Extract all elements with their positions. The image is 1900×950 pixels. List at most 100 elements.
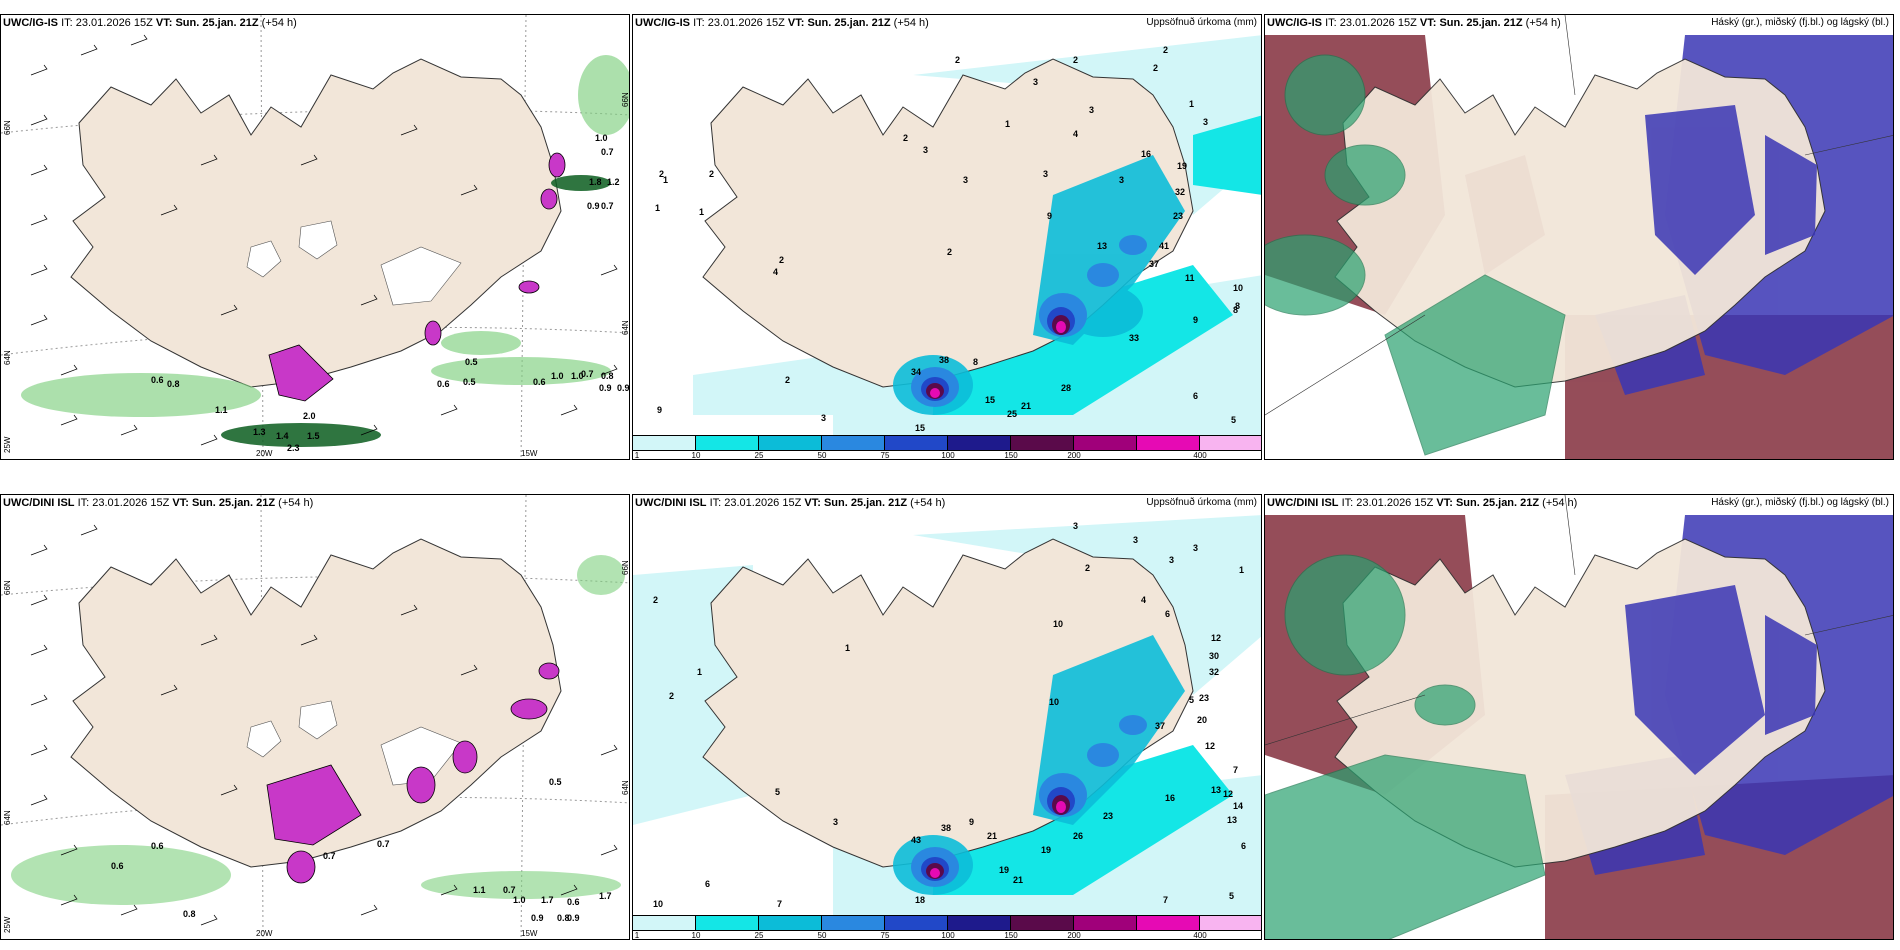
precip-value: 21 bbox=[1013, 875, 1024, 885]
cloud-map bbox=[1265, 495, 1893, 939]
colorbar-swatch bbox=[1137, 916, 1200, 930]
precip-value: 9 bbox=[657, 405, 663, 415]
wind-value: 1.7 bbox=[599, 891, 612, 901]
lon-label: 20W bbox=[256, 929, 273, 938]
wind-value: 2.0 bbox=[303, 411, 316, 421]
wind-value: 1.0 bbox=[595, 133, 608, 143]
precip-value: 18 bbox=[915, 895, 926, 905]
colorbar-swatch bbox=[1011, 916, 1074, 930]
precip-value: 30 bbox=[1209, 651, 1220, 661]
wind-value: 0.6 bbox=[111, 861, 124, 871]
wind-value: 1.2 bbox=[607, 177, 620, 187]
colorbar-swatch bbox=[633, 436, 696, 450]
precip-value: 2 bbox=[955, 55, 961, 65]
wind-value: 2.3 bbox=[287, 443, 300, 453]
wind-value: 1.1 bbox=[215, 405, 228, 415]
wind-value: 1.0 bbox=[513, 895, 526, 905]
precip-value: 3 bbox=[821, 413, 827, 423]
precip-panel-row1: UWC/IG-IS IT: 23.01.2026 15Z VT: Sun. 25… bbox=[632, 14, 1262, 460]
panel-title: UWC/IG-IS IT: 23.01.2026 15Z VT: Sun. 25… bbox=[635, 17, 929, 29]
precip-value: 13 bbox=[1097, 241, 1108, 251]
wind-value: 1.8 bbox=[589, 177, 602, 187]
wind-value: 1.0 bbox=[571, 371, 584, 381]
wind-value: 0.7 bbox=[503, 885, 516, 895]
wind-value: 0.6 bbox=[533, 377, 546, 387]
lat-label: 66N bbox=[3, 580, 12, 595]
lat-label: 66N bbox=[621, 92, 630, 107]
colorbar-swatch bbox=[1011, 436, 1074, 450]
lon-label: 15W bbox=[521, 449, 538, 458]
precip-value: 3 bbox=[1073, 521, 1079, 531]
lon-label: 25W bbox=[3, 436, 12, 453]
precip-value: 9 bbox=[1047, 211, 1053, 221]
wind-value: 0.9 bbox=[599, 383, 612, 393]
precip-value: 9 bbox=[969, 817, 975, 827]
colorbar-tick: 200 bbox=[1067, 931, 1081, 940]
precip-value: 37 bbox=[1149, 259, 1160, 269]
precip-value: 5 bbox=[1189, 695, 1195, 705]
lat-label: 66N bbox=[621, 560, 630, 575]
precip-value: 12 bbox=[1211, 633, 1222, 643]
colorbar-tick: 10 bbox=[691, 451, 701, 460]
lat-label: 66N bbox=[3, 120, 12, 135]
precip-value: 12 bbox=[1205, 741, 1216, 751]
precip-value: 43 bbox=[911, 835, 922, 845]
wind-map bbox=[1, 15, 629, 459]
precip-panel-row2: UWC/DINI ISL IT: 23.01.2026 15Z VT: Sun.… bbox=[632, 494, 1262, 940]
wind-value: 0.5 bbox=[463, 377, 476, 387]
wind-value: 0.6 bbox=[567, 897, 580, 907]
precip-value: 2 bbox=[1085, 563, 1091, 573]
precip-colorbar: 1 10 25 50 75 100 150 200 400 bbox=[633, 915, 1261, 940]
lon-label: 25W bbox=[3, 916, 12, 933]
colorbar-swatch bbox=[696, 436, 759, 450]
precip-value: 8 bbox=[1233, 305, 1239, 315]
precip-value: 8 bbox=[1235, 301, 1241, 311]
colorbar-tick: 100 bbox=[941, 451, 955, 460]
wind-panel-row2: UWC/DINI ISL IT: 23.01.2026 15Z VT: Sun.… bbox=[0, 494, 630, 940]
precip-value: 16 bbox=[1165, 793, 1176, 803]
precip-value: 12 bbox=[1223, 789, 1234, 799]
precip-value: 16 bbox=[1141, 149, 1152, 159]
colorbar-swatch bbox=[633, 916, 696, 930]
precip-value: 6 bbox=[1241, 841, 1247, 851]
precip-value: 2 bbox=[1163, 45, 1169, 55]
precip-map bbox=[693, 35, 1261, 435]
precip-value: 2 bbox=[1073, 55, 1079, 65]
colorbar-tick: 200 bbox=[1067, 451, 1081, 460]
precip-value: 7 bbox=[1233, 765, 1239, 775]
wind-value: 0.9 bbox=[617, 383, 630, 393]
precip-value: 4 bbox=[1141, 595, 1147, 605]
precip-colorbar: 1 10 25 50 75 100 150 200 400 bbox=[633, 435, 1261, 460]
precip-value: 19 bbox=[1041, 845, 1052, 855]
colorbar-swatch bbox=[885, 436, 948, 450]
wind-value: 1.4 bbox=[276, 431, 289, 441]
precip-value: 8 bbox=[973, 357, 979, 367]
precip-value: 3 bbox=[1193, 543, 1199, 553]
wind-value: 1.3 bbox=[253, 427, 266, 437]
wind-value: 1.0 bbox=[551, 371, 564, 381]
wind-value: 1.5 bbox=[307, 431, 320, 441]
lat-label: 64N bbox=[621, 780, 630, 795]
precip-value: 32 bbox=[1209, 667, 1220, 677]
cloud-title: Háský (gr.), miðský (fj.bl.) og lágský (… bbox=[1711, 497, 1889, 508]
precip-value: 13 bbox=[1211, 785, 1222, 795]
precip-value: 2 bbox=[903, 133, 909, 143]
precip-value: 15 bbox=[985, 395, 996, 405]
wind-value: 0.6 bbox=[151, 375, 164, 385]
wind-map bbox=[1, 495, 629, 939]
precip-value: 3 bbox=[1169, 555, 1175, 565]
wind-value: 0.7 bbox=[323, 851, 336, 861]
wind-value: 0.9 bbox=[531, 913, 544, 923]
lat-label: 64N bbox=[3, 810, 12, 825]
colorbar-tick: 50 bbox=[817, 931, 827, 940]
wind-value: 0.8 bbox=[167, 379, 180, 389]
precip-value: 3 bbox=[1033, 77, 1039, 87]
colorbar-tick: 50 bbox=[817, 451, 827, 460]
wind-value: 0.9 bbox=[587, 201, 600, 211]
colorbar-tick: 100 bbox=[941, 931, 955, 940]
precip-value: 1 bbox=[1005, 119, 1011, 129]
colorbar-swatch bbox=[759, 436, 822, 450]
precip-value: 6 bbox=[1193, 391, 1199, 401]
colorbar-tick: 75 bbox=[880, 451, 890, 460]
wind-value: 0.7 bbox=[601, 147, 614, 157]
